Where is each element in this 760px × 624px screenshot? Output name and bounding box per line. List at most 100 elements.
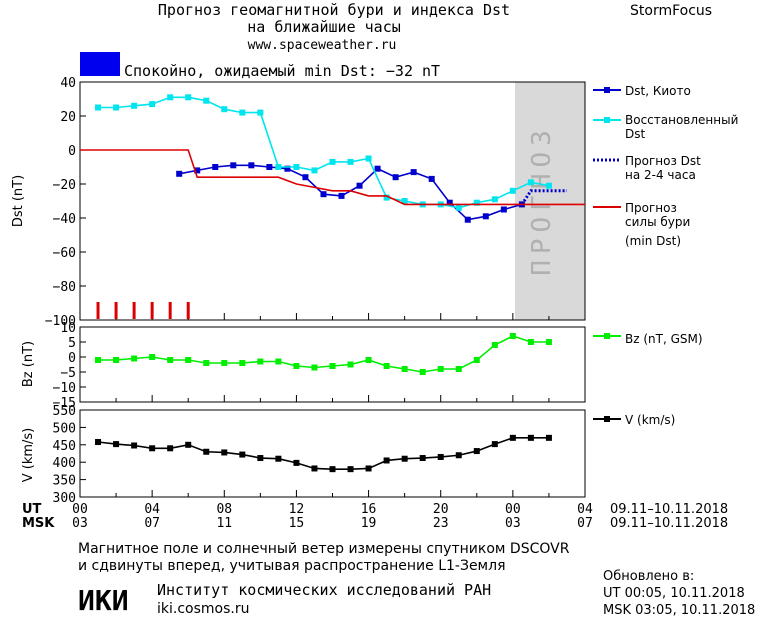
bz-point xyxy=(311,364,318,371)
msk-tick-label: 23 xyxy=(433,516,449,531)
dst-point xyxy=(329,158,336,165)
v-point xyxy=(437,453,444,460)
dst-ytick-label: 20 xyxy=(60,110,76,125)
bz-point xyxy=(167,357,174,363)
bz-point xyxy=(509,333,516,339)
dst-point xyxy=(338,192,345,199)
bz-point xyxy=(437,366,444,372)
dst-point xyxy=(185,94,192,101)
msk-date-range: 09.11–10.11.2018 xyxy=(610,516,728,531)
legend-storm-forecast: Прогноз силы бури (min Dst) xyxy=(593,201,690,248)
v-point xyxy=(131,442,138,449)
bz-point xyxy=(113,357,120,363)
dst-point xyxy=(230,162,237,169)
bz-point xyxy=(455,366,462,372)
v-ytick-label: 450 xyxy=(53,439,76,454)
status-color-swatch xyxy=(80,52,120,76)
dst-point xyxy=(221,106,228,113)
ut-tick-label: 00 xyxy=(505,502,521,517)
ut-tick-label: 04 xyxy=(144,502,160,517)
dst-point xyxy=(311,167,318,174)
v-series-v-km-s xyxy=(97,437,549,470)
v-point xyxy=(491,441,498,448)
ut-tick-label: 00 xyxy=(72,502,88,517)
dst-point xyxy=(374,165,381,172)
v-point xyxy=(275,455,282,462)
dst-point xyxy=(248,162,255,169)
bz-ytick-label: 5 xyxy=(68,336,76,351)
dst-point xyxy=(95,104,102,111)
legend-label-line1: Прогноз xyxy=(625,201,677,215)
dst-point xyxy=(194,167,201,174)
dst-point xyxy=(365,155,372,162)
bz-ytick-label: −10 xyxy=(53,381,76,396)
v-point xyxy=(401,455,408,462)
dst-point xyxy=(491,196,498,203)
dst-point xyxy=(293,164,300,170)
legend-label-line2: на 2-4 часа xyxy=(625,168,696,182)
bz-point xyxy=(527,339,534,345)
legend-dst-forecast: Прогноз Dst на 2-4 часа xyxy=(593,154,701,182)
bz-point xyxy=(293,363,300,369)
dst-point xyxy=(356,182,363,189)
dst-point xyxy=(167,94,174,101)
legend-label-line3: (min Dst) xyxy=(625,234,681,248)
dst-point xyxy=(383,194,390,201)
v-panel-frame xyxy=(79,409,586,498)
bz-point xyxy=(347,361,354,368)
v-plot: 550 500 450 400 350 300 xyxy=(53,404,586,506)
bz-point xyxy=(383,363,390,369)
v-ytick-label: 300 xyxy=(53,491,76,506)
v-ytick-label: 400 xyxy=(53,456,76,471)
dst-point xyxy=(266,164,273,170)
ut-tick-label: 12 xyxy=(289,502,305,517)
dst-point xyxy=(392,174,399,181)
v-point xyxy=(383,457,390,464)
legend-dst-restored: Восстановленный Dst xyxy=(593,113,738,141)
dst-ytick-label: −60 xyxy=(53,246,76,261)
dst-point xyxy=(473,199,480,206)
bz-point xyxy=(185,357,192,363)
dst-plot: 40 20 0 −20 −40 −60 −80 −100 xyxy=(45,76,586,329)
dst-series-прогноз-dst-на-2-4-часа xyxy=(520,189,567,206)
v-point xyxy=(239,451,246,458)
bz-point xyxy=(149,354,156,360)
bz-point xyxy=(203,360,210,366)
dst-point xyxy=(428,175,435,182)
dst-point xyxy=(401,198,408,204)
v-ytick-label: 550 xyxy=(53,404,76,419)
bz-point xyxy=(95,357,102,363)
dst-point xyxy=(500,206,507,213)
page-title: Прогноз геомагнитной бури и индекса Dst xyxy=(158,1,510,19)
ut-tick-label: 16 xyxy=(361,502,377,517)
dst-point xyxy=(347,158,354,165)
v-point xyxy=(203,448,210,455)
v-ytick-label: 350 xyxy=(53,474,76,489)
dst-point xyxy=(212,164,219,170)
v-point xyxy=(329,466,336,473)
bz-ytick-label: 0 xyxy=(68,351,76,366)
v-point xyxy=(185,441,192,448)
v-point xyxy=(365,465,372,472)
v-point xyxy=(509,434,516,441)
legend-label: Bz (nT, GSM) xyxy=(625,332,703,346)
legend-bz: Bz (nT, GSM) xyxy=(593,332,703,346)
dst-point xyxy=(545,182,552,189)
dst-series-восстановленный-dst xyxy=(98,96,550,209)
ut-axis-label: UT xyxy=(22,502,42,517)
v-point xyxy=(347,466,354,473)
msk-tick-label: 07 xyxy=(577,516,593,531)
legend-label-line2: Dst xyxy=(625,127,645,141)
dst-ytick-label: 0 xyxy=(68,144,76,159)
dst-point xyxy=(149,101,156,108)
forecast-band-label: ПРОГНОЗ xyxy=(527,124,557,276)
msk-tick-label: 07 xyxy=(144,516,160,531)
site-url[interactable]: www.spaceweather.ru xyxy=(248,38,397,53)
institute-site[interactable]: iki.cosmos.ru xyxy=(157,601,249,617)
v-point xyxy=(113,441,120,448)
dst-series-dst-киото xyxy=(179,164,523,221)
bz-point xyxy=(131,355,138,362)
v-point xyxy=(527,434,534,441)
